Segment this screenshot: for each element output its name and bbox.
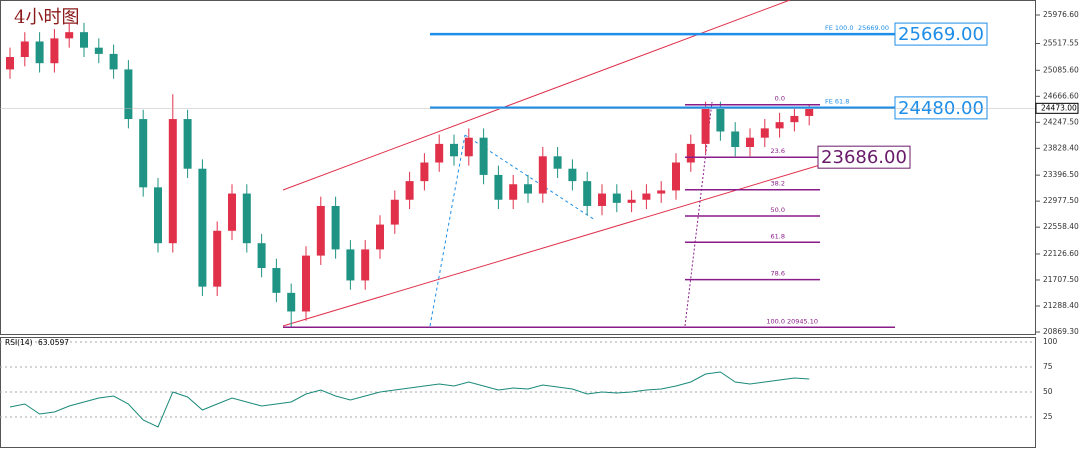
fib-level: 0.0: [775, 95, 785, 103]
candle-body: [760, 128, 769, 138]
rsi-value: 63.0597: [38, 338, 69, 347]
y-tick-label: 22126.60: [1043, 249, 1079, 258]
candle-body: [553, 156, 562, 169]
fib-level: 78.6: [771, 270, 785, 278]
candle-body: [731, 131, 740, 147]
candle-body: [642, 193, 651, 200]
candle-body: [109, 53, 118, 70]
candle-body: [494, 174, 503, 200]
candle-body: [50, 38, 59, 64]
y-tick-label: 25085.60: [1043, 65, 1079, 74]
candle-body: [583, 181, 592, 206]
candle-body: [302, 255, 310, 312]
candle-body: [65, 32, 74, 39]
candle-body: [805, 108, 814, 116]
candle-body: [390, 199, 399, 225]
candle-body: [287, 292, 296, 312]
candle-body: [198, 168, 207, 287]
candle-body: [612, 193, 621, 203]
y-tick-label: 22558.40: [1043, 222, 1079, 231]
candle-body: [627, 199, 636, 203]
candle-body: [139, 119, 148, 188]
y-tick-label: 24247.50: [1043, 117, 1079, 126]
y-tick-label: 25: [1043, 412, 1053, 421]
fib-level: 61.8: [771, 232, 785, 240]
candle-body: [775, 122, 784, 129]
rsi-line: [9, 371, 810, 428]
y-tick-label: 23396.50: [1043, 170, 1079, 179]
y-tick-label: 21707.50: [1043, 275, 1079, 284]
fe-price: 25669.00: [858, 24, 889, 32]
candle-body: [213, 230, 222, 287]
candle-body: [35, 41, 44, 64]
candle-body: [154, 187, 162, 244]
candle-body: [790, 115, 799, 123]
candle-body: [598, 193, 606, 206]
candle-body: [242, 193, 251, 244]
candle-body: [6, 56, 14, 70]
candle-body: [420, 162, 429, 182]
candle-body: [80, 32, 88, 48]
y-tick-label: 75: [1043, 362, 1053, 371]
candle-body: [435, 143, 444, 163]
candle-body: [346, 249, 355, 281]
y-tick-label: 100: [1043, 337, 1058, 346]
fe-leg: [429, 134, 466, 327]
current-price-label: 24473.00: [1041, 103, 1077, 112]
candle-body: [746, 137, 754, 147]
y-tick-label: 24666.60: [1043, 91, 1079, 100]
candle-body: [183, 119, 192, 169]
candle-body: [672, 162, 680, 191]
y-tick-label: 25517.55: [1043, 38, 1079, 47]
candle-body: [686, 143, 695, 163]
channel-upper: [282, 0, 791, 191]
callout-box: [894, 96, 988, 120]
candle-body: [657, 190, 666, 194]
y-tick-label: 20869.30: [1043, 327, 1079, 336]
candle-body: [716, 106, 725, 132]
candle-body: [509, 184, 518, 200]
candle-body: [316, 205, 325, 256]
candle-body: [124, 69, 133, 120]
fib-level: 23.6: [771, 147, 785, 155]
current-price-box: [1035, 102, 1079, 114]
candle-body: [94, 47, 103, 54]
candle-body: [361, 249, 370, 281]
y-tick-label: 21288.40: [1043, 301, 1079, 310]
y-tick-label: 25976.60: [1043, 10, 1079, 19]
candle-body: [568, 168, 577, 182]
rsi-title: RSI(14): [5, 338, 33, 347]
candle-body: [331, 205, 340, 250]
fib-price: 20945.10: [787, 317, 818, 325]
candle-body: [257, 243, 266, 269]
candle-body: [272, 268, 281, 293]
chart-title: 4小时图: [14, 7, 79, 28]
candle-body: [168, 119, 177, 244]
y-tick-label: 50: [1043, 387, 1053, 396]
fib-level: 50.0: [771, 206, 785, 214]
callout-label: 25669.00: [898, 24, 984, 45]
callout-label: 23686.00: [821, 147, 907, 168]
candle-body: [701, 106, 710, 144]
y-tick-label: 23828.40: [1043, 143, 1079, 152]
candle-body: [20, 41, 29, 57]
fe-name: FE 100.0: [825, 24, 854, 32]
fib-level: 100.0: [766, 317, 785, 325]
candle-body: [405, 181, 414, 200]
candle-body: [479, 137, 488, 175]
candle-body: [228, 193, 236, 231]
fe-name: FE 61.8: [825, 98, 849, 106]
candle-body: [450, 143, 458, 157]
fib-level: 38.2: [771, 180, 785, 188]
callout-box: [894, 22, 988, 46]
candle-body: [538, 156, 547, 194]
channel-lower: [282, 164, 821, 327]
candle-body: [464, 137, 473, 157]
candle-body: [524, 184, 532, 194]
candle-body: [376, 224, 384, 250]
y-tick-label: 22977.50: [1043, 196, 1079, 205]
callout-box: [817, 145, 911, 169]
